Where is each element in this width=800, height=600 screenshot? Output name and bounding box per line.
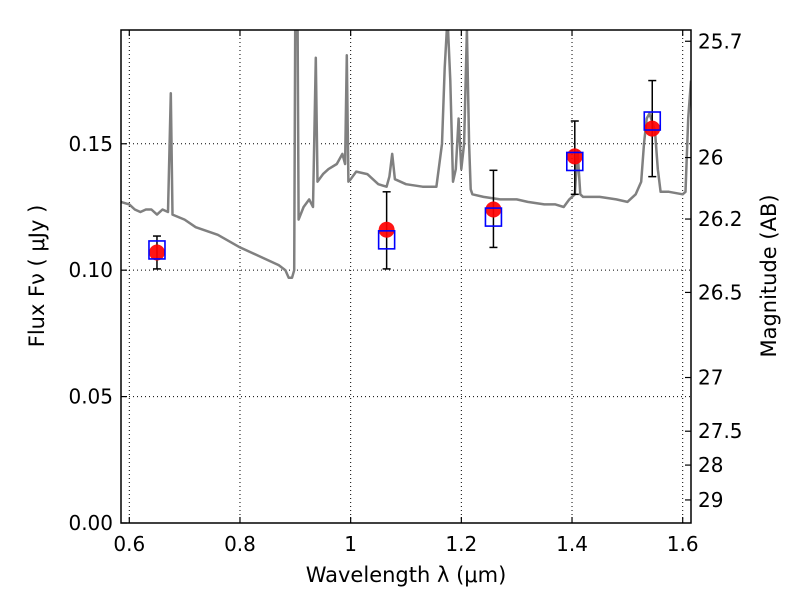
x-tick-label: 1.2 (445, 532, 477, 556)
observed-point (644, 120, 661, 137)
x-axis-title: Wavelength λ (μm) (306, 563, 507, 587)
y2-axis-title: Magnitude (AB) (757, 194, 781, 357)
model-point (565, 151, 584, 172)
x-tick-label: 0.8 (224, 532, 256, 556)
model-point (148, 240, 166, 260)
observed-point (485, 201, 502, 218)
model-point (484, 207, 503, 227)
axis-ticks: 0.6 0.8 1 1.2 1.4 1.6 0.00 0.05 0.10 0.15 25.7 26 26… (68, 29, 742, 556)
magnitude-tick-label: 26.2 (698, 207, 743, 231)
x-tick-label: 1 (344, 532, 357, 556)
model-point (643, 111, 662, 131)
model-point (377, 230, 396, 250)
magnitude-tick-label: 25.7 (698, 29, 743, 53)
magnitude-tick-label: 27 (698, 366, 723, 390)
y-tick-label: 0.05 (68, 385, 113, 409)
model-spectrum (121, 30, 691, 280)
grid-lines (121, 30, 691, 523)
y-tick-label: 0.15 (68, 132, 113, 156)
x-tick-label: 1.4 (556, 532, 588, 556)
magnitude-tick-label: 27.5 (698, 419, 743, 443)
observed-point (148, 244, 165, 261)
observed-point (566, 148, 583, 165)
observed-point (378, 221, 395, 238)
x-tick-label: 0.6 (113, 532, 145, 556)
spectrum-line (121, 30, 691, 280)
y-axis-title: Flux Fν ( μJy ) (25, 205, 49, 348)
magnitude-tick-label: 26.5 (698, 280, 743, 304)
photometry-markers (148, 79, 662, 270)
magnitude-tick-label: 26 (698, 146, 723, 170)
plot-frame (120, 29, 692, 524)
magnitude-tick-label: 29 (698, 488, 723, 512)
x-tick-label: 1.6 (667, 532, 699, 556)
magnitude-tick-label: 28 (698, 453, 723, 477)
y-tick-label: 0.00 (68, 511, 113, 535)
y-tick-label: 0.10 (68, 258, 113, 282)
